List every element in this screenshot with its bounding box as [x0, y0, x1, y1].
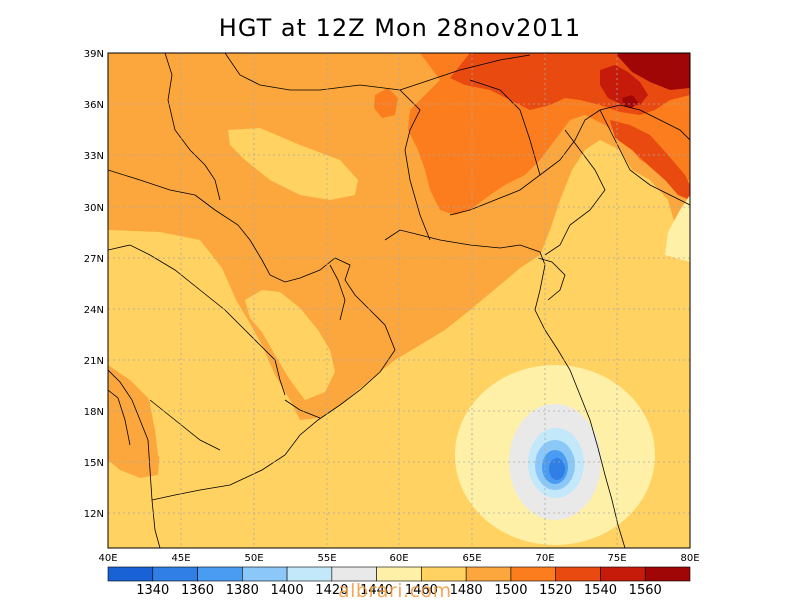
contour-1540-east	[610, 120, 690, 200]
contour-1520-patch	[374, 88, 398, 118]
colorbar-label: 1540	[584, 583, 617, 598]
lat-axis: 39N 36N 33N 30N 27N 24N 21N 18N 15N 12N	[84, 49, 104, 520]
colorbar-label: 1340	[136, 583, 169, 598]
colorbar-label: 1480	[450, 583, 483, 598]
contour-1580	[615, 53, 690, 90]
lat-label: 18N	[84, 407, 104, 418]
contour-1580-small	[622, 95, 638, 108]
lon-label: 60E	[389, 553, 408, 564]
colorbar-swatch	[600, 566, 646, 582]
colorbar-label: 1360	[181, 583, 214, 598]
contour-1560	[600, 65, 648, 106]
lat-label: 27N	[84, 254, 104, 265]
lon-label: 75E	[607, 553, 626, 564]
lat-label: 39N	[84, 49, 104, 60]
lat-label: 30N	[84, 203, 104, 214]
lat-label: 12N	[84, 509, 104, 520]
lon-label: 55E	[317, 553, 336, 564]
colorbar-swatch	[197, 566, 243, 582]
colorbar-swatch	[286, 566, 333, 582]
contour-1360	[549, 458, 565, 480]
chart-title: HGT at 12Z Mon 28nov2011	[218, 14, 582, 42]
colorbar-label: 1520	[539, 583, 572, 598]
colorbar-swatch	[421, 566, 467, 582]
map-frame	[107, 52, 691, 549]
lon-label: 70E	[535, 553, 554, 564]
contour-1480-yemen	[150, 380, 198, 470]
colorbar-swatch	[555, 566, 601, 582]
lon-axis: 40E 45E 50E 55E 60E 65E 70E 75E 80E	[98, 553, 699, 564]
lat-label: 36N	[84, 100, 104, 111]
lon-label: 45E	[171, 553, 190, 564]
colorbar-label: 1440	[360, 583, 393, 598]
lat-label: 15N	[84, 458, 104, 469]
lon-label: 40E	[98, 553, 117, 564]
colorbar-swatch	[465, 566, 512, 582]
watermark-text: albrari.com	[338, 580, 452, 602]
graticule	[108, 53, 690, 548]
contour-1460-east	[665, 195, 690, 262]
colorbar-label: 1380	[226, 583, 259, 598]
lon-label: 65E	[462, 553, 481, 564]
colorbar-swatch	[107, 566, 154, 582]
contour-1480-arabia	[245, 290, 335, 400]
lon-label: 50E	[244, 553, 263, 564]
colorbar-label: 1500	[494, 583, 527, 598]
colorbar-swatch	[331, 566, 377, 582]
coastlines	[108, 53, 690, 548]
lon-label: 80E	[680, 553, 699, 564]
contour-1480-island	[228, 128, 358, 200]
colorbar-label: 1560	[629, 583, 662, 598]
colorbar-label: 1400	[271, 583, 304, 598]
colorbar-label: 1460	[405, 583, 438, 598]
colorbar-swatch	[644, 566, 691, 582]
lat-label: 24N	[84, 305, 104, 316]
contour-1500-sw	[108, 365, 160, 478]
colorbar-swatch	[510, 566, 556, 582]
colorbar-swatch	[376, 566, 422, 582]
colorbar-label: 1420	[315, 583, 348, 598]
lat-label: 33N	[84, 151, 104, 162]
height-contours	[108, 53, 690, 548]
lat-label: 21N	[84, 356, 104, 367]
colorbar	[107, 566, 691, 582]
colorbar-swatch	[242, 566, 288, 582]
colorbar-labels: 1340 1360 1380 1400 1420 1440 1460 1480 1500 1520…	[136, 583, 662, 598]
colorbar-swatch	[152, 566, 198, 582]
